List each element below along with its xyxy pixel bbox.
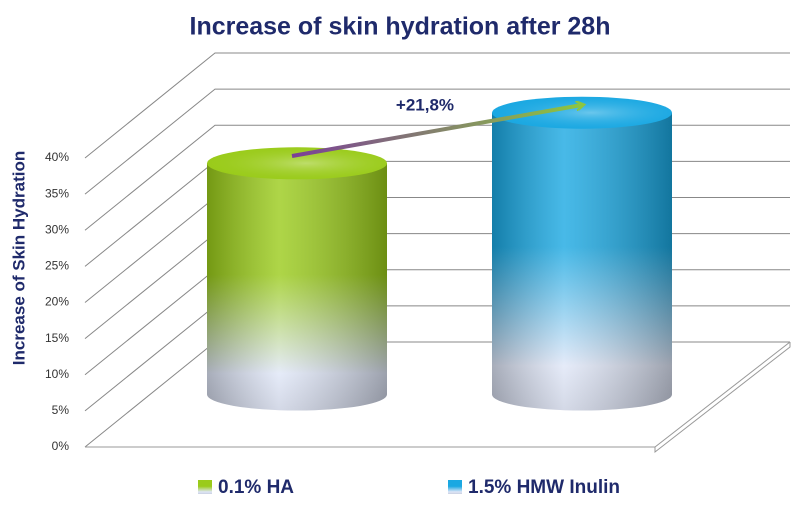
annotation: +21,8% [396, 95, 454, 114]
y-tick-label: 10% [45, 367, 69, 381]
cylinder-top-highlight [207, 147, 387, 180]
cylinder-shade [207, 163, 387, 411]
grid-line [84, 88, 790, 195]
grid-line [84, 269, 790, 376]
legend-swatch [448, 480, 462, 494]
y-tick-label: 5% [52, 403, 70, 417]
cylinder-top-highlight [492, 96, 672, 129]
grid-line [84, 160, 790, 267]
y-tick-label: 40% [45, 150, 69, 164]
y-tick-label: 0% [52, 439, 70, 453]
floor-edge [85, 341, 791, 454]
legend: 0.1% HA 1.5% HMW Inulin [198, 477, 620, 498]
grid-line [84, 124, 790, 231]
y-tick-label: 15% [45, 331, 69, 345]
bars [207, 96, 672, 411]
grid-line [84, 233, 790, 340]
y-axis-label: Increase of Skin Hydration [9, 151, 28, 365]
y-tick-label: 25% [45, 259, 69, 273]
chart-title: Increase of skin hydration after 28h [190, 13, 611, 41]
y-tick-label: 20% [45, 295, 69, 309]
grid-line [84, 52, 790, 159]
cylinder-shade [492, 112, 672, 411]
legend-label: 0.1% HA [218, 477, 294, 498]
grid-line [84, 197, 790, 303]
grid-line [84, 305, 790, 412]
grid-line [84, 341, 790, 448]
legend-label: 1.5% HMW Inulin [468, 477, 620, 498]
legend-swatch [198, 480, 212, 494]
increase-arrow [291, 105, 582, 158]
y-tick-label: 35% [45, 186, 69, 200]
y-tick-label: 30% [45, 222, 69, 236]
